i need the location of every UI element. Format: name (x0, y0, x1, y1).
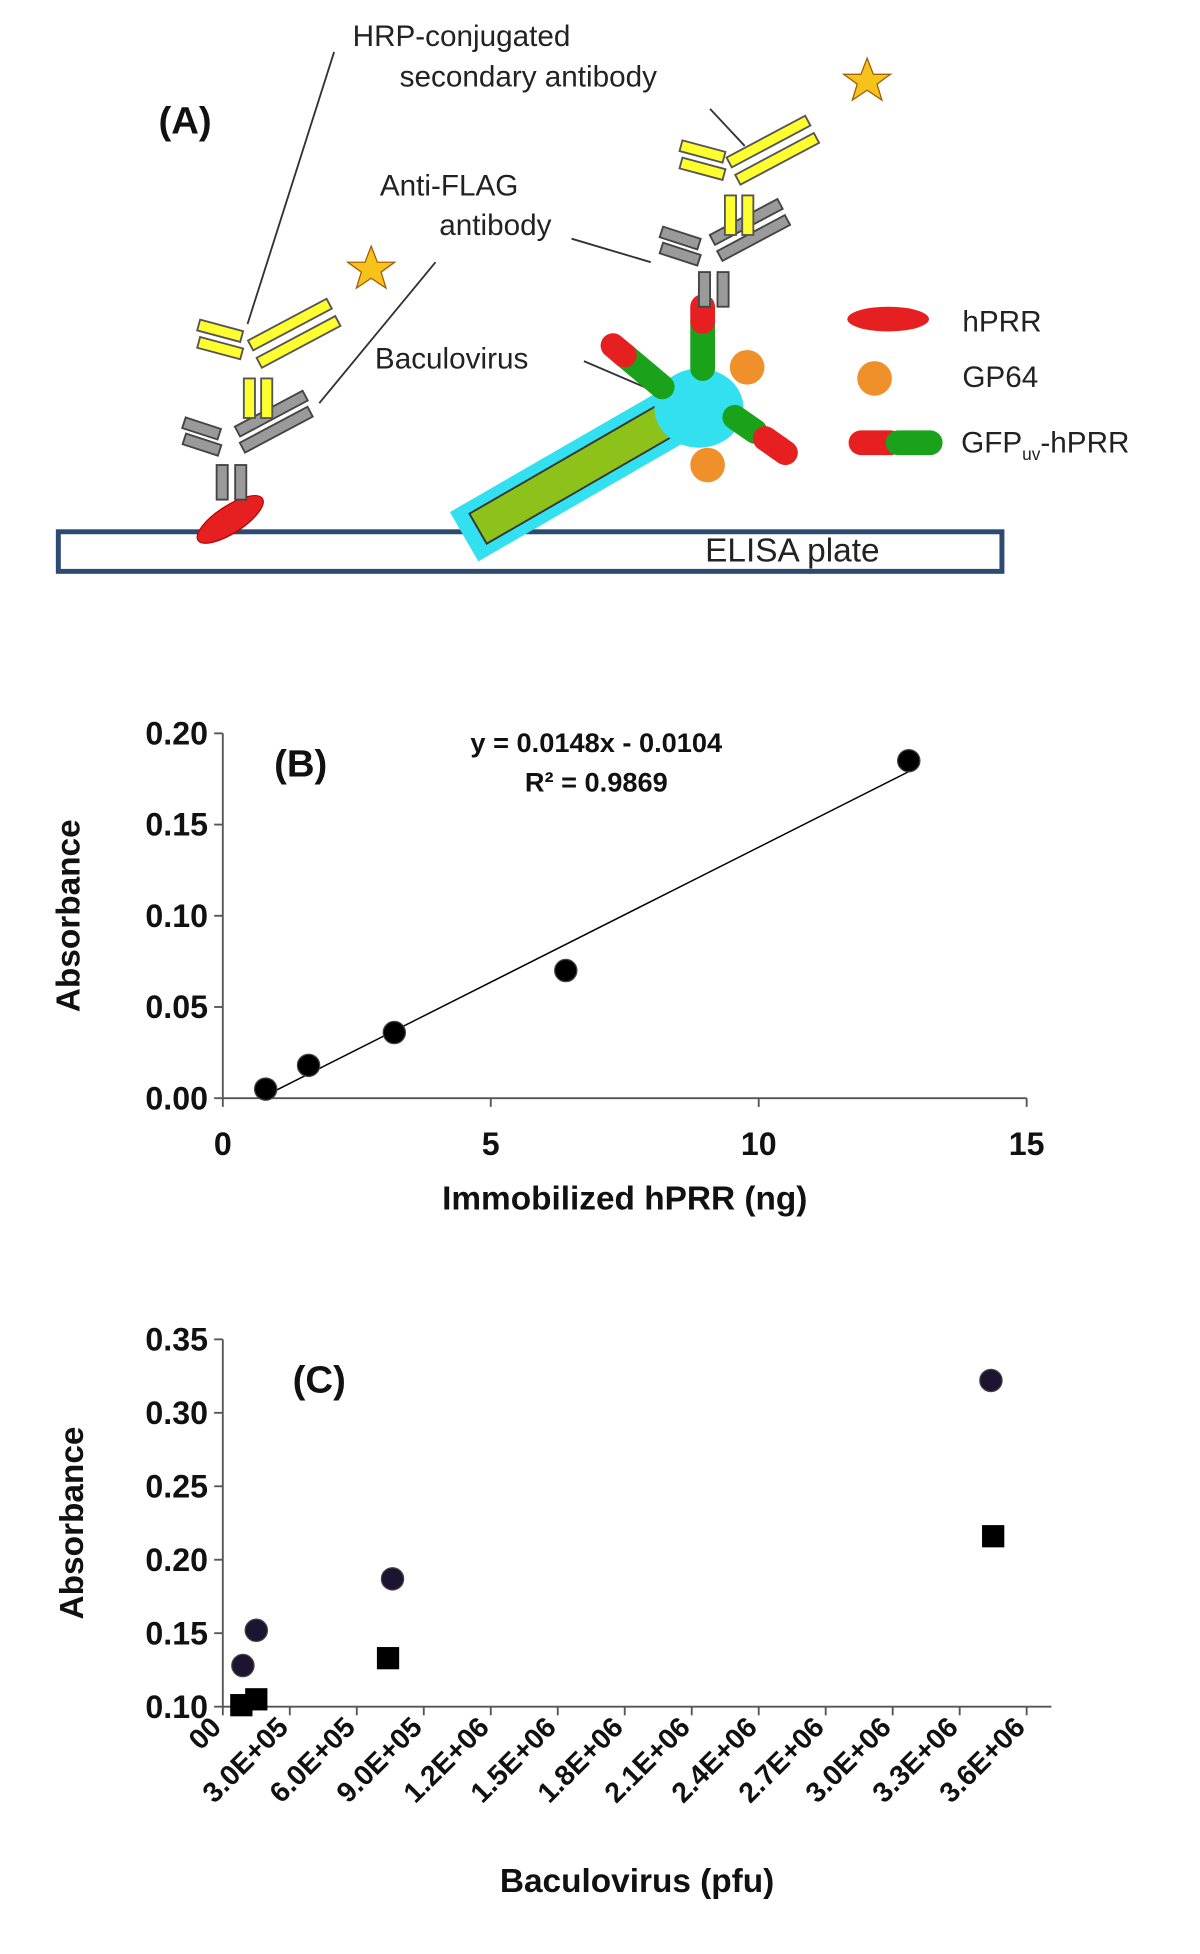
point (382, 1020, 407, 1045)
secondary-antibody (196, 297, 342, 419)
virus-label: Baculovirus (375, 343, 528, 376)
panel-label: (B) (274, 743, 327, 786)
legend-label: -hPRR (1040, 427, 1129, 460)
plate-label: ELISA plate (705, 532, 879, 569)
gp64 (729, 349, 765, 385)
trendline-equation: y = 0.0148x - 0.0104 (470, 727, 722, 758)
y-tick-label: 0.30 (145, 1395, 208, 1431)
panel-label: (A) (158, 100, 211, 143)
legend-label: GP64 (962, 361, 1038, 394)
legend-gp64-icon (857, 361, 892, 396)
point (296, 1053, 321, 1078)
x-tick-label: 15 (1009, 1126, 1045, 1162)
y-axis-label: Absorbance (50, 819, 87, 1012)
hrp-star (841, 56, 893, 102)
gp64 (690, 447, 725, 483)
x-axis-label: Baculovirus (pfu) (500, 1863, 774, 1900)
point (380, 1567, 405, 1591)
y-tick-label: 0.15 (145, 1615, 208, 1651)
legend-label: GFPuv-hPRR (961, 427, 1129, 464)
y-axis-label: Absorbance (54, 1427, 91, 1620)
legend-fusion-icon (885, 430, 943, 456)
legend-label: uv (1022, 444, 1041, 464)
trendline (265, 770, 910, 1097)
point (244, 1618, 269, 1643)
gfp-hprr (600, 294, 798, 466)
hprr (196, 495, 264, 544)
panel-label: (C) (293, 1359, 346, 1402)
x-tick-label: 0 (214, 1126, 232, 1162)
y-tick-label: 0.35 (145, 1321, 208, 1357)
x-tick-label: 5 (482, 1126, 500, 1162)
y-tick-label: 0.25 (145, 1468, 208, 1504)
point (245, 1688, 268, 1711)
trendline-r2: R² = 0.9869 (525, 766, 668, 797)
point (253, 1077, 278, 1101)
y-tick-label: 0.20 (145, 715, 208, 751)
point (231, 1653, 255, 1678)
flag-label: Anti-FLAG (380, 169, 519, 202)
y-tick-label: 0.15 (145, 807, 208, 843)
point (982, 1525, 1005, 1548)
y-tick-label: 0.10 (145, 898, 208, 934)
point (376, 1647, 400, 1670)
point (554, 958, 578, 983)
x-axis-label: Immobilized hPRR (ng) (442, 1181, 807, 1218)
legend-label: GFP (961, 427, 1022, 460)
point (897, 748, 921, 773)
y-tick-label: 0.10 (145, 1689, 208, 1725)
secondary-antibody (678, 114, 821, 236)
diagram: (A) ELISA plate (55, 20, 1129, 574)
y-tick-label: 0.20 (145, 1542, 208, 1578)
y-tick-label: 0.00 (145, 1080, 208, 1116)
flag-label: antibody (439, 209, 551, 242)
hrp-star (345, 244, 397, 290)
hrp-label: secondary antibody (400, 61, 657, 94)
legend-label: hPRR (962, 305, 1041, 338)
x-tick-label: 10 (741, 1126, 777, 1162)
hrp-label: HRP-conjugated (353, 20, 571, 53)
legend-hprr-icon (847, 306, 929, 332)
y-tick-label: 0.05 (145, 989, 208, 1025)
point (979, 1368, 1003, 1393)
virus-head (654, 368, 744, 448)
